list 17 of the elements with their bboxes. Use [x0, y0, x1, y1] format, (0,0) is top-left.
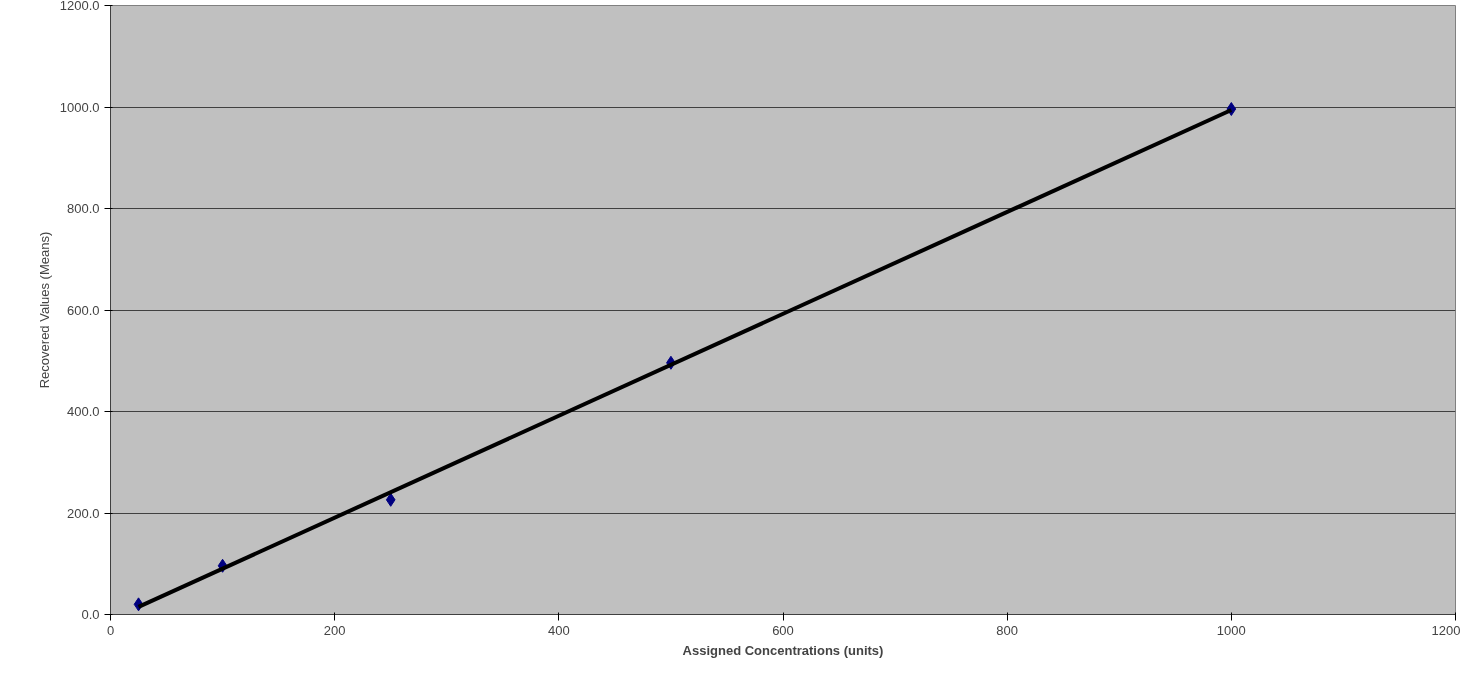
- x-axis-title: Assigned Concentrations (units): [682, 642, 884, 658]
- y-tick-label: 400.0: [66, 404, 100, 419]
- x-tick-label: 0: [106, 622, 115, 638]
- x-tick-label: 1000: [1216, 622, 1246, 638]
- x-tick-label: 600: [772, 622, 794, 638]
- y-tick-label: 0.0: [81, 607, 100, 622]
- y-tick-label: 800.0: [66, 201, 100, 216]
- x-tick-label: 1200: [1431, 622, 1461, 638]
- x-tick-label: 200: [323, 622, 346, 638]
- y-tick-label: 1200.0: [59, 0, 100, 13]
- y-tick-label: 600.0: [66, 302, 100, 318]
- x-tick-label: 800: [996, 622, 1019, 638]
- y-axis-title: Recovered Values (Means): [36, 231, 52, 389]
- y-tick-label: 200.0: [66, 505, 100, 521]
- y-tick-label: 1000.0: [59, 99, 100, 115]
- x-tick-label: 400: [547, 622, 570, 638]
- point: [385, 492, 396, 507]
